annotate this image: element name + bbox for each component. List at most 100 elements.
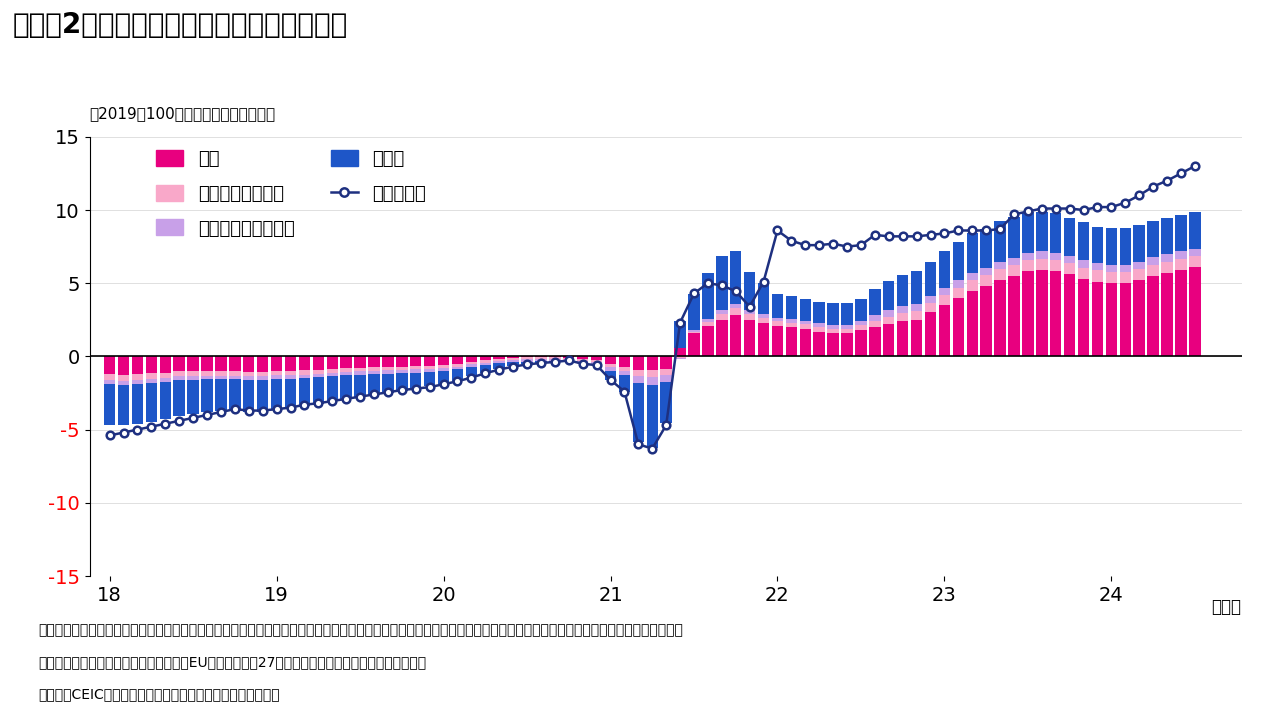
Bar [646,356,658,369]
Bar [1009,276,1020,356]
Text: （図表2）グローバル：実質小売売上の推移: （図表2）グローバル：実質小売売上の推移 [13,11,348,39]
Bar [1147,265,1158,276]
Bar [201,376,212,379]
Bar [952,298,964,356]
Bar [966,280,978,290]
Bar [827,303,838,325]
Bar [716,314,727,320]
Bar [466,364,477,366]
Bar [591,360,603,362]
Bar [396,356,407,366]
Bar [952,280,964,287]
Bar [1134,261,1144,269]
Bar [312,377,324,404]
Bar [201,371,212,376]
Bar [229,376,241,379]
Bar [1120,228,1132,265]
Bar [730,304,741,308]
Bar [869,289,881,315]
Bar [924,296,936,303]
Bar [243,377,255,380]
Bar [772,321,783,325]
Bar [215,376,227,379]
Bar [632,376,644,384]
Bar [1009,265,1020,276]
Bar [995,262,1006,269]
Bar [1036,258,1047,270]
Bar [1120,265,1132,272]
Bar [814,323,824,327]
Bar [383,367,394,370]
Bar [577,359,589,361]
Bar [1050,260,1061,271]
Bar [1064,256,1075,263]
Bar [243,356,255,372]
Bar [563,356,575,358]
Bar [243,372,255,377]
Bar [841,328,852,333]
Text: ロシア、南アフリカ。先進国は、米国、EU（欧州連合）27カ国、日本、カナダ、オーストラリア。: ロシア、南アフリカ。先進国は、米国、EU（欧州連合）27カ国、日本、カナダ、オー… [38,655,426,669]
Bar [730,308,741,315]
Bar [1036,251,1047,258]
Bar [952,287,964,298]
Bar [924,262,936,296]
Bar [284,379,296,408]
Bar [730,251,741,304]
Bar [1106,265,1117,272]
Bar [1134,225,1144,261]
Bar [675,358,686,359]
Bar [703,325,713,356]
Bar [410,356,421,366]
Text: （注）中国以外のアジアは、インド、韓国、台湾、インドネシア、タイ、マレーシア、フィリピン、シンガポール。アジア以外の新興国は、ブラジル、メキシコ、トルコ、: （注）中国以外のアジアは、インド、韓国、台湾、インドネシア、タイ、マレーシア、フ… [38,623,684,636]
Bar [924,303,936,312]
Bar [1009,217,1020,258]
Bar [855,320,867,325]
Bar [632,384,644,442]
Bar [1161,217,1172,254]
Bar [744,320,755,356]
Bar [466,366,477,377]
Bar [480,365,492,372]
Bar [1064,274,1075,356]
Bar [480,356,492,360]
Bar [326,356,338,369]
Bar [229,379,241,410]
Bar [340,356,352,368]
Bar [549,359,561,361]
Bar [201,356,212,371]
Bar [827,325,838,328]
Bar [369,367,380,371]
Bar [104,374,115,380]
Bar [869,315,881,321]
Bar [466,361,477,364]
Bar [312,356,324,369]
Bar [577,361,589,364]
Bar [494,359,504,361]
Bar [675,348,686,356]
Bar [1189,212,1201,248]
Bar [716,256,727,310]
Bar [298,370,310,374]
Bar [1092,263,1103,271]
Bar [883,324,895,356]
Bar [646,385,658,448]
Bar [952,242,964,280]
Bar [160,377,172,382]
Bar [646,369,658,377]
Bar [618,356,630,366]
Bar [340,368,352,372]
Bar [632,369,644,376]
Bar [995,269,1006,280]
Bar [549,357,561,359]
Bar [355,372,366,375]
Bar [1050,213,1061,253]
Bar [355,368,366,372]
Bar [187,376,198,379]
Bar [187,371,198,376]
Bar [383,370,394,374]
Bar [883,310,895,317]
Bar [1120,272,1132,283]
Bar [243,380,255,412]
Bar [980,268,992,276]
Bar [146,379,157,383]
